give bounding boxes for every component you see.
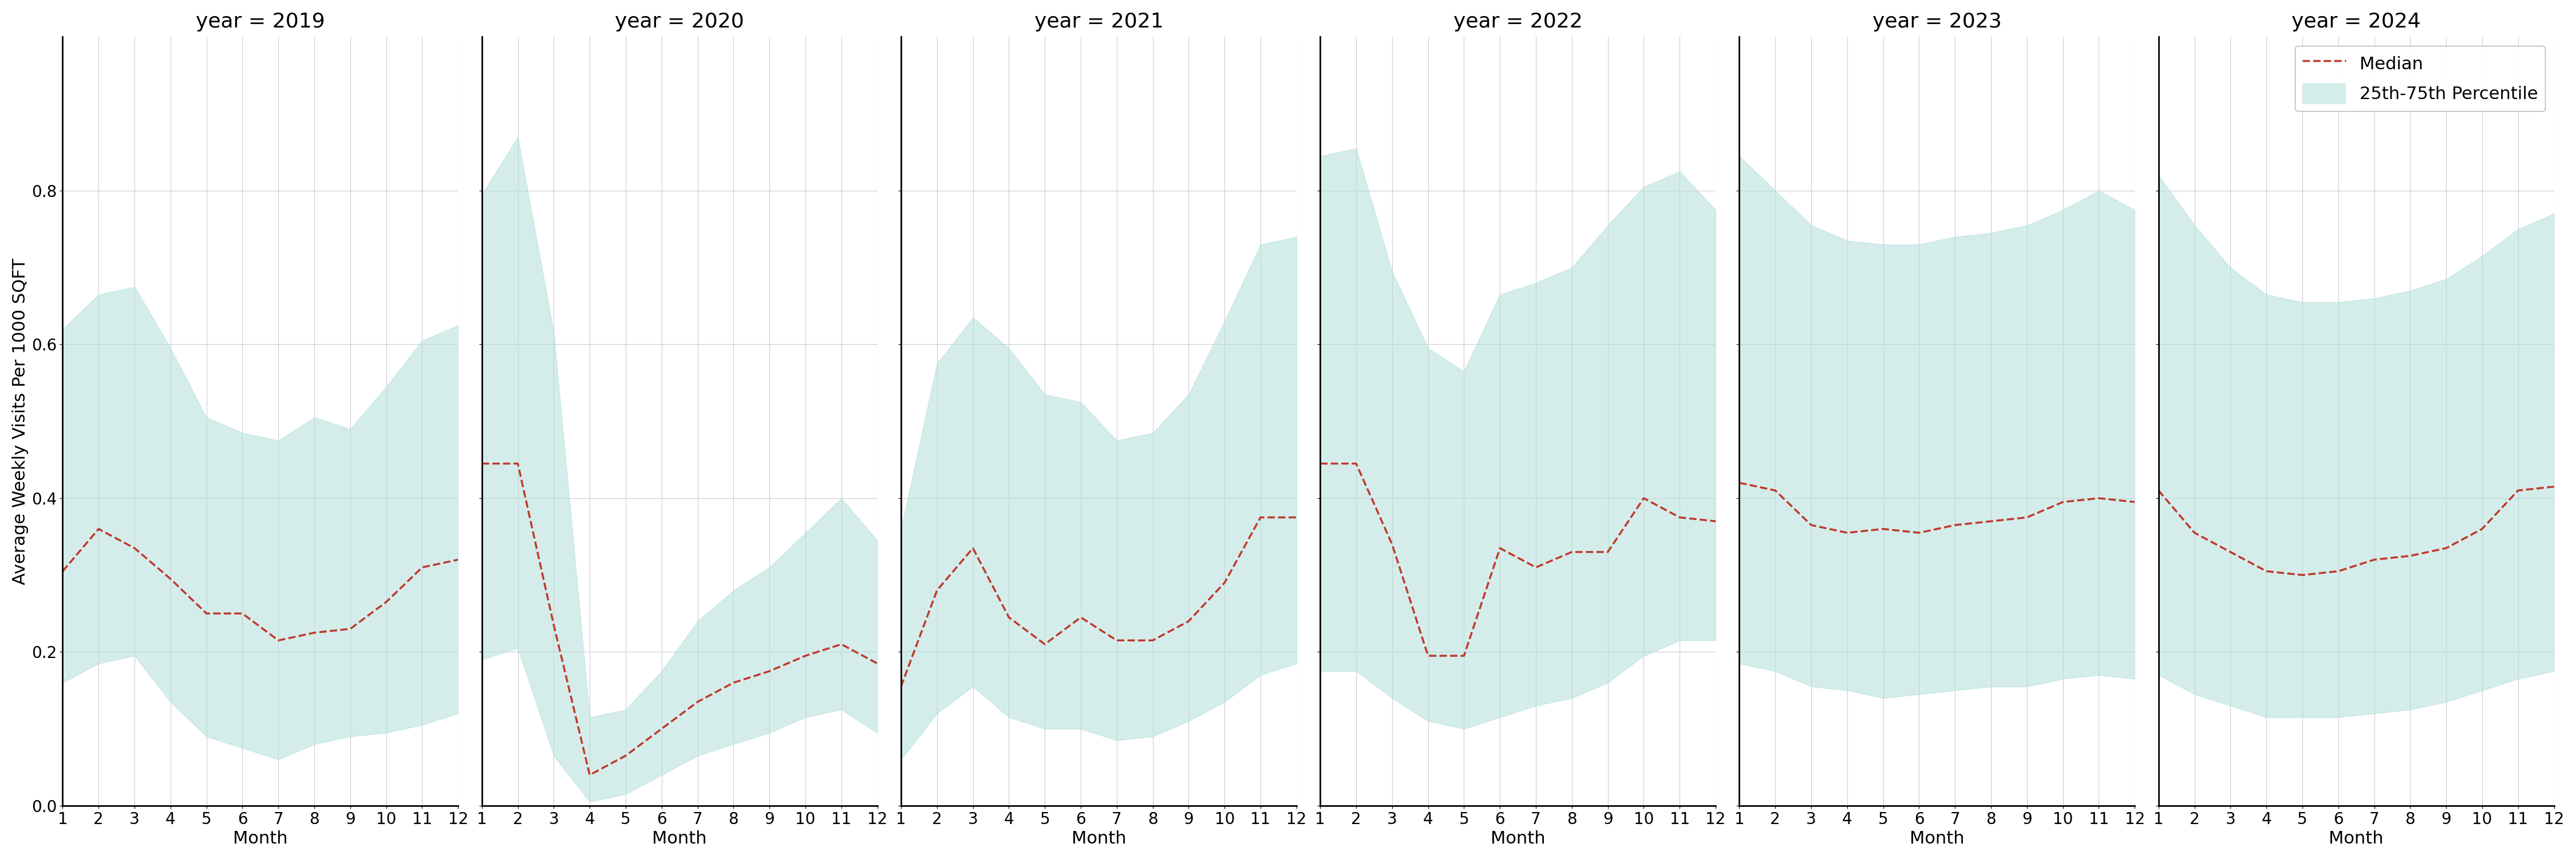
Median: [407, 562, 438, 572]
Median: [791, 650, 822, 661]
Median: [2501, 485, 2532, 496]
Median: [574, 770, 605, 780]
X-axis label: Month: Month: [2329, 831, 2383, 847]
Median: [647, 723, 677, 734]
Median: [994, 612, 1025, 623]
Median: [1664, 512, 1695, 522]
Title: year = 2022: year = 2022: [1453, 12, 1582, 32]
Median: [2287, 570, 2318, 580]
Median: [82, 524, 113, 534]
Line: Median: Median: [1319, 464, 1716, 655]
Median: [1030, 639, 1061, 649]
Median: [466, 459, 497, 469]
Line: Median: Median: [902, 517, 1296, 686]
Median: [263, 636, 294, 646]
Median: [1868, 524, 1899, 534]
Median: [1448, 650, 1479, 661]
Median: [1208, 577, 1239, 588]
X-axis label: Month: Month: [652, 831, 706, 847]
Median: [1976, 516, 2007, 527]
Median: [958, 543, 989, 553]
Median: [191, 608, 222, 618]
Median: [1103, 636, 1133, 646]
X-axis label: Month: Month: [1909, 831, 1965, 847]
Median: [2537, 482, 2568, 492]
Median: [683, 697, 714, 707]
Median: [1700, 516, 1731, 527]
Median: [1280, 512, 1311, 522]
X-axis label: Month: Month: [1492, 831, 1546, 847]
Median: [922, 585, 953, 595]
Median: [1832, 527, 1862, 538]
Median: [1904, 527, 1935, 538]
Median: [1940, 520, 1971, 530]
Median: [155, 574, 185, 584]
Median: [827, 639, 858, 649]
Median: [2084, 493, 2115, 503]
Title: year = 2024: year = 2024: [2293, 12, 2421, 32]
Median: [2468, 524, 2499, 534]
Median: [1136, 636, 1167, 646]
X-axis label: Month: Month: [232, 831, 289, 847]
Median: [443, 555, 474, 565]
Median: [2360, 555, 2391, 565]
Title: year = 2023: year = 2023: [1873, 12, 2002, 32]
Median: [1340, 459, 1370, 469]
Title: year = 2020: year = 2020: [616, 12, 744, 32]
Y-axis label: Average Weekly Visits Per 1000 SQFT: Average Weekly Visits Per 1000 SQFT: [13, 258, 28, 584]
X-axis label: Month: Month: [1072, 831, 1126, 847]
Median: [2143, 485, 2174, 496]
Median: [1303, 459, 1334, 469]
Median: [2215, 547, 2246, 557]
Median: [2324, 566, 2354, 576]
Median: [1412, 650, 1443, 661]
Median: [611, 751, 641, 761]
Median: [1484, 543, 1515, 553]
Median: [118, 543, 149, 553]
Median: [2012, 512, 2043, 522]
Median: [1556, 547, 1587, 557]
Median: [755, 666, 786, 676]
Median: [46, 566, 77, 576]
Median: [2396, 551, 2427, 561]
Line: Median: Median: [1739, 483, 2136, 533]
Median: [299, 628, 330, 638]
Legend: Median, 25th-75th Percentile: Median, 25th-75th Percentile: [2295, 46, 2545, 111]
Median: [1759, 485, 1790, 496]
Median: [863, 658, 894, 668]
Line: Median: Median: [62, 529, 459, 641]
Median: [1066, 612, 1097, 623]
Median: [719, 678, 750, 688]
Median: [335, 624, 366, 634]
Median: [2432, 543, 2463, 553]
Median: [2251, 566, 2282, 576]
Title: year = 2019: year = 2019: [196, 12, 325, 32]
Median: [1244, 512, 1275, 522]
Median: [502, 459, 533, 469]
Median: [227, 608, 258, 618]
Median: [1628, 493, 1659, 503]
Median: [1376, 539, 1406, 550]
Median: [886, 681, 917, 691]
Median: [1795, 520, 1826, 530]
Median: [371, 597, 402, 607]
Median: [2179, 527, 2210, 538]
Median: [1592, 547, 1623, 557]
Line: Median: Median: [2159, 487, 2553, 575]
Median: [1172, 616, 1203, 626]
Median: [2048, 497, 2079, 507]
Line: Median: Median: [482, 464, 878, 775]
Median: [2120, 497, 2151, 507]
Median: [538, 620, 569, 631]
Median: [1520, 562, 1551, 572]
Title: year = 2021: year = 2021: [1033, 12, 1164, 32]
Median: [1723, 478, 1754, 488]
